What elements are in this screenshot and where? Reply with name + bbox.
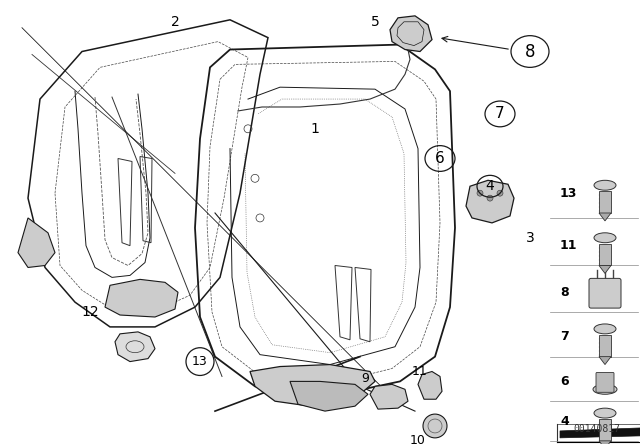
Polygon shape [105, 280, 178, 317]
Ellipse shape [594, 180, 616, 190]
Polygon shape [390, 16, 432, 52]
Text: 11: 11 [412, 365, 428, 378]
FancyBboxPatch shape [599, 244, 611, 266]
FancyBboxPatch shape [599, 419, 611, 441]
Text: 10: 10 [410, 435, 426, 448]
Text: 3: 3 [525, 231, 534, 245]
Polygon shape [599, 213, 611, 221]
Polygon shape [599, 266, 611, 273]
Text: 4: 4 [486, 179, 494, 193]
Polygon shape [599, 441, 611, 448]
Text: 13: 13 [560, 187, 577, 200]
Polygon shape [560, 428, 640, 438]
Polygon shape [18, 218, 55, 267]
Text: 7: 7 [560, 330, 569, 343]
Text: 8: 8 [525, 43, 535, 60]
Ellipse shape [594, 408, 616, 418]
Text: 7: 7 [495, 107, 505, 121]
Ellipse shape [594, 324, 616, 334]
Circle shape [497, 190, 503, 196]
Text: 11: 11 [560, 239, 577, 252]
Ellipse shape [593, 384, 617, 394]
Text: 5: 5 [371, 15, 380, 29]
Ellipse shape [594, 233, 616, 243]
Text: 2: 2 [171, 15, 179, 29]
Text: 9: 9 [361, 372, 369, 385]
Polygon shape [250, 365, 375, 406]
Polygon shape [115, 332, 155, 362]
Text: 6: 6 [560, 375, 568, 388]
FancyBboxPatch shape [596, 372, 614, 392]
Circle shape [477, 190, 483, 196]
Text: 6: 6 [435, 151, 445, 166]
Circle shape [423, 414, 447, 438]
FancyBboxPatch shape [599, 335, 611, 357]
Circle shape [487, 195, 493, 201]
FancyBboxPatch shape [599, 191, 611, 213]
Polygon shape [466, 180, 514, 223]
Polygon shape [290, 381, 368, 411]
Text: 00140817: 00140817 [573, 424, 621, 434]
Text: 13: 13 [192, 355, 208, 368]
Polygon shape [370, 384, 408, 409]
Text: 12: 12 [81, 305, 99, 319]
Text: 8: 8 [560, 286, 568, 299]
FancyBboxPatch shape [589, 278, 621, 308]
Polygon shape [418, 371, 442, 399]
Polygon shape [599, 357, 611, 365]
Text: 4: 4 [560, 414, 569, 427]
Text: 1: 1 [310, 122, 319, 136]
